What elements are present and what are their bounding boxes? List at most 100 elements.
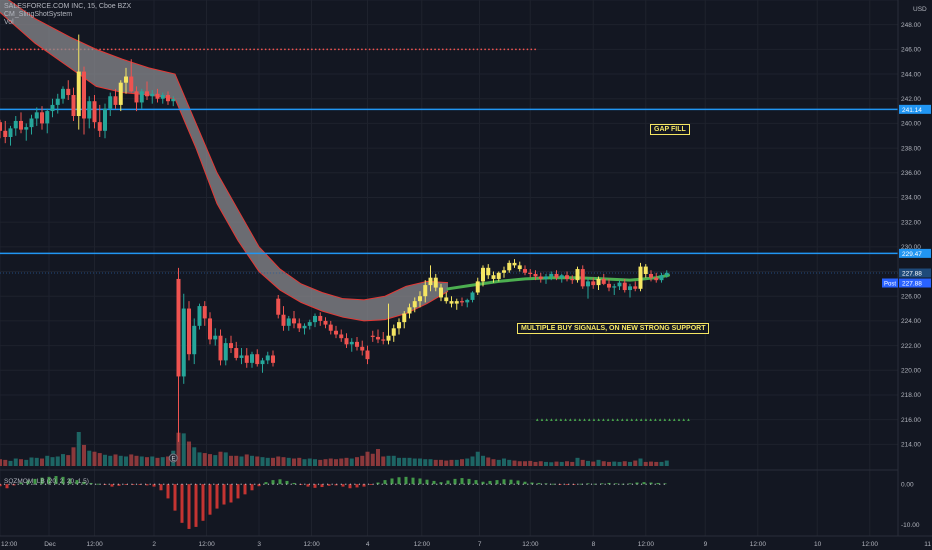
squeeze-dot bbox=[418, 483, 420, 485]
squeeze-dot bbox=[572, 483, 574, 485]
candle-body bbox=[0, 122, 2, 131]
volume-bar bbox=[313, 459, 317, 466]
legend-indicator-volume[interactable]: Vol bbox=[4, 19, 14, 26]
momentum-bar bbox=[124, 484, 128, 485]
price-badge-mid: 229.47 bbox=[902, 251, 922, 258]
squeeze-dot bbox=[195, 483, 197, 485]
volume-bar bbox=[160, 457, 165, 466]
candle-body bbox=[580, 269, 585, 287]
resistance-dot bbox=[164, 48, 167, 51]
momentum-indicator-label[interactable]: SQZMOM_LB (20, 2, 20, 1.5) bbox=[4, 478, 89, 485]
resistance-dot bbox=[426, 48, 429, 51]
momentum-bar bbox=[446, 480, 450, 485]
candle-body bbox=[50, 104, 55, 112]
candle-body bbox=[244, 355, 249, 363]
momentum-bar bbox=[285, 480, 289, 485]
resistance-dot bbox=[438, 48, 440, 51]
support-triangle bbox=[569, 418, 572, 421]
price-tick-label: 246.00 bbox=[901, 47, 921, 54]
candle-body bbox=[365, 350, 370, 360]
momentum-bar bbox=[481, 481, 485, 485]
price-tick-label: 238.00 bbox=[901, 145, 921, 152]
resistance-dot bbox=[0, 48, 1, 51]
candle-body bbox=[544, 276, 548, 279]
squeeze-dot bbox=[217, 483, 219, 485]
earnings-marker-label: E bbox=[171, 457, 175, 463]
candle-body bbox=[428, 277, 433, 286]
momentum-bar bbox=[96, 483, 100, 485]
support-triangle bbox=[635, 418, 638, 421]
resistance-dot bbox=[361, 48, 363, 51]
squeeze-dot bbox=[322, 483, 324, 485]
volume-bar bbox=[575, 457, 580, 466]
volume-bar bbox=[108, 455, 113, 466]
volume-bar bbox=[71, 447, 76, 466]
resistance-dot bbox=[472, 48, 475, 51]
candle-body bbox=[659, 275, 664, 281]
legend-indicator-slingshot[interactable]: CM_SlingShotSystem bbox=[4, 11, 73, 18]
squeeze-dot bbox=[135, 483, 138, 485]
resistance-dot bbox=[341, 48, 344, 51]
momentum-bar bbox=[306, 484, 310, 487]
squeeze-dot bbox=[568, 483, 570, 485]
resistance-dot bbox=[237, 48, 240, 51]
squeeze-dot bbox=[586, 483, 588, 485]
resistance-dot bbox=[515, 48, 517, 51]
support-triangle bbox=[602, 418, 605, 421]
support-triangle bbox=[606, 418, 610, 421]
squeeze-dot bbox=[8, 483, 10, 485]
momentum-bar bbox=[586, 483, 590, 485]
gap-fill-annotation[interactable]: GAP FILL bbox=[650, 124, 690, 135]
resistance-dot bbox=[126, 48, 128, 51]
price-badge-mid-bg bbox=[899, 248, 931, 258]
squeeze-dot bbox=[499, 483, 502, 485]
volume-bar bbox=[103, 454, 107, 466]
squeeze-dot bbox=[276, 483, 279, 485]
support-triangle bbox=[583, 418, 586, 421]
volume-bar bbox=[260, 457, 265, 466]
candle-body bbox=[150, 93, 155, 97]
squeeze-dot bbox=[481, 483, 483, 485]
squeeze-dot bbox=[527, 483, 529, 485]
price-badge-last-bg bbox=[899, 268, 931, 278]
resistance-dot bbox=[488, 48, 490, 51]
price-tick-label: 236.00 bbox=[901, 170, 921, 177]
squeeze-dot bbox=[549, 483, 552, 485]
candle-body bbox=[323, 320, 328, 325]
candle-body bbox=[118, 82, 123, 105]
candle-body bbox=[454, 301, 459, 304]
volume-bar bbox=[87, 450, 92, 466]
volume-bar bbox=[538, 461, 543, 466]
momentum-bar bbox=[614, 483, 618, 485]
squeeze-dot bbox=[81, 483, 83, 485]
candle-body bbox=[24, 127, 29, 130]
candle-body bbox=[286, 318, 291, 326]
squeeze-dot bbox=[181, 483, 183, 485]
momentum-bar bbox=[390, 478, 394, 485]
resistance-dot bbox=[310, 48, 313, 51]
momentum-bar bbox=[110, 484, 114, 487]
candle-body bbox=[559, 275, 564, 278]
legend-symbol[interactable]: SALESFORCE.COM INC, 15, Cboe BZX bbox=[4, 3, 132, 10]
momentum-bar bbox=[579, 483, 583, 485]
candle-body bbox=[139, 91, 144, 103]
candle-body bbox=[66, 88, 71, 96]
momentum-bar bbox=[516, 480, 520, 485]
resistance-dot bbox=[199, 48, 202, 51]
momentum-bar bbox=[593, 483, 597, 485]
price-tick-label: 230.00 bbox=[901, 244, 921, 251]
candle-body bbox=[281, 314, 286, 326]
candle-body bbox=[412, 301, 417, 308]
buy-signals-annotation[interactable]: MULTIPLE BUY SIGNALS, ON NEW STRONG SUPP… bbox=[517, 323, 710, 334]
momentum-bar bbox=[369, 484, 373, 485]
resistance-dot bbox=[414, 48, 417, 51]
volume-bar bbox=[82, 444, 86, 466]
candle-body bbox=[97, 122, 102, 131]
resistance-dot bbox=[110, 48, 113, 51]
resistance-dot bbox=[153, 48, 155, 51]
candle-body bbox=[596, 278, 601, 286]
volume-bar bbox=[554, 461, 559, 466]
momentum-bar bbox=[264, 482, 268, 485]
resistance-dot bbox=[14, 48, 17, 51]
